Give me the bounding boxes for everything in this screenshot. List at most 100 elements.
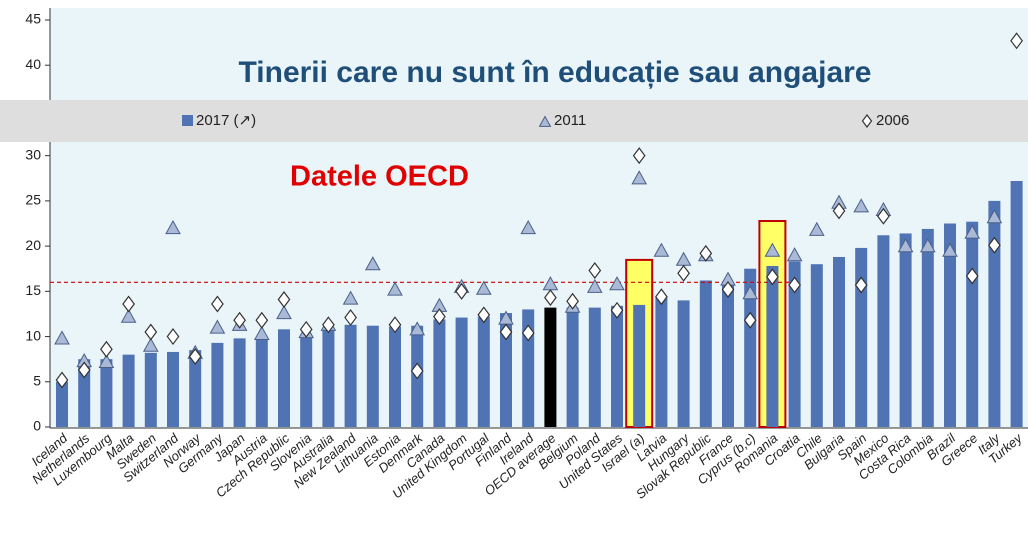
bar [233, 338, 246, 427]
bar [322, 329, 335, 427]
diamond-marker [632, 147, 646, 165]
triangle-marker [853, 198, 870, 213]
triangle-marker [409, 321, 426, 336]
triangle-marker [475, 280, 492, 295]
legend-label: 2011 [554, 112, 586, 129]
diamond-marker [55, 371, 69, 389]
triangle-marker [142, 337, 159, 352]
bar [300, 334, 313, 427]
bar [500, 313, 512, 427]
triangle-marker [786, 247, 803, 262]
triangle-marker [742, 285, 759, 300]
bar [921, 228, 934, 427]
triangle-marker [942, 242, 958, 257]
triangle-marker [364, 256, 381, 271]
bar [144, 352, 157, 427]
bar [944, 223, 956, 427]
y-tick-label: 30 [25, 146, 41, 162]
bar [100, 359, 113, 427]
bar [522, 309, 535, 427]
diamond-marker [521, 324, 535, 342]
bar [788, 261, 801, 427]
bar [389, 326, 401, 427]
bar [366, 325, 379, 427]
diamond-marker [988, 236, 1001, 254]
triangle-marker [653, 242, 670, 257]
diamond-marker [854, 276, 868, 294]
diamond-marker [566, 292, 579, 310]
diamond-marker [166, 328, 180, 346]
y-tick-label: 0 [33, 418, 41, 434]
diamond-marker [255, 311, 269, 329]
legend-swatch [182, 115, 193, 126]
diamond-marker [655, 288, 668, 306]
bar [833, 256, 845, 427]
legend-swatch [861, 114, 873, 128]
y-tick-label: 25 [25, 192, 41, 208]
diamond-marker [721, 281, 735, 299]
diamond-marker [588, 262, 602, 280]
diamond-marker [832, 202, 846, 220]
diamond-marker [322, 316, 335, 334]
bar [477, 316, 490, 427]
diamond-marker [1010, 32, 1023, 50]
triangle-marker [586, 278, 603, 293]
bar [588, 307, 601, 427]
bar [966, 221, 979, 427]
triangle-marker [964, 224, 981, 239]
bar [455, 317, 468, 427]
diamond-marker [877, 207, 890, 225]
legend-swatch [538, 115, 552, 127]
bar [722, 282, 734, 427]
diamond-marker [188, 347, 202, 365]
diamond-marker [544, 289, 557, 307]
diamond-marker [499, 323, 513, 341]
bar [677, 300, 690, 427]
chart-title: Tinerii care nu sunt în educație sau ang… [239, 56, 872, 89]
triangle-marker [98, 353, 115, 368]
y-tick-label: 5 [33, 372, 41, 388]
y-tick-label: 20 [25, 237, 41, 253]
bar [211, 342, 224, 427]
diamond-marker [344, 309, 357, 327]
bar [122, 354, 135, 427]
annotation: Datele OECD [290, 161, 469, 193]
triangle-marker [897, 238, 914, 253]
bar [278, 329, 290, 427]
bar [744, 268, 757, 427]
bar [344, 324, 357, 427]
y-tick-label: 45 [25, 11, 41, 27]
bar [167, 351, 179, 427]
triangle-marker [209, 319, 226, 334]
diamond-marker [77, 361, 91, 379]
bar [899, 233, 912, 427]
bar [810, 264, 823, 427]
y-tick-label: 15 [25, 282, 41, 298]
diamond-marker [211, 295, 224, 313]
diamond-marker [610, 301, 624, 319]
triangle-marker [986, 209, 1003, 224]
diamond-marker [233, 311, 246, 329]
diamond-marker [743, 311, 757, 329]
bar [189, 350, 202, 427]
diamond-marker [100, 340, 113, 358]
diamond-marker [455, 282, 468, 300]
diamond-marker [788, 276, 801, 294]
diamond-marker [122, 295, 135, 313]
triangle-marker [919, 238, 936, 253]
triangle-marker [54, 330, 70, 345]
bar [544, 307, 557, 427]
bar [255, 336, 268, 427]
bar [1010, 180, 1023, 427]
diamond-marker [144, 323, 158, 341]
triangle-marker [609, 276, 625, 291]
triangle-marker [165, 219, 181, 235]
y-tick-label: 40 [25, 56, 41, 72]
diamond-marker [965, 267, 979, 285]
bar [566, 307, 579, 427]
bar [988, 200, 1001, 427]
bar [699, 280, 712, 427]
legend-label: 2006 [876, 112, 909, 129]
legend-label: 2017 (↗) [196, 112, 256, 129]
